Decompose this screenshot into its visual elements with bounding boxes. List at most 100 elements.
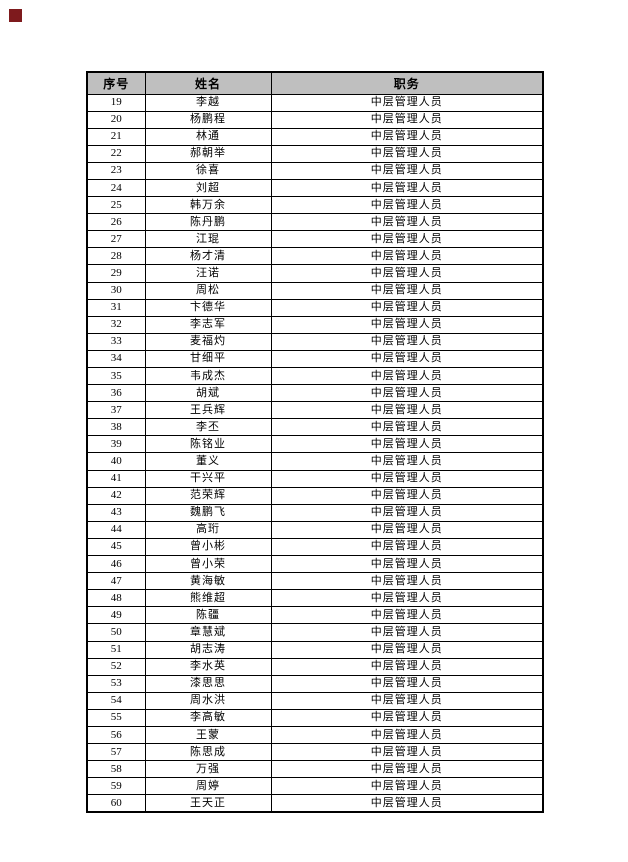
cell-no: 34	[86, 349, 146, 369]
cell-name: 王兵辉	[144, 401, 272, 420]
table-row: 46 曾小荣 中层管理人员	[86, 555, 544, 574]
cell-name: 漆思思	[144, 674, 272, 693]
cell-name: 胡志涛	[144, 640, 272, 659]
cell-name: 郝朝举	[144, 144, 272, 163]
table-row: 30 周松 中层管理人员	[86, 281, 544, 300]
cell-no: 46	[86, 555, 146, 574]
table-row: 19 李越 中层管理人员	[86, 93, 544, 112]
cell-title: 中层管理人员	[270, 674, 544, 693]
cell-no: 29	[86, 264, 146, 283]
table-row: 45 曾小彬 中层管理人员	[86, 537, 544, 557]
table-row: 59 周婷 中层管理人员	[86, 777, 544, 796]
cell-title: 中层管理人员	[270, 486, 544, 505]
cell-no: 55	[86, 708, 146, 727]
cell-no: 28	[86, 247, 146, 266]
cell-name: 高珩	[144, 520, 272, 539]
cell-no: 45	[86, 537, 146, 557]
table-row: 21 林通 中层管理人员	[86, 127, 544, 146]
table-row: 49 陈疆 中层管理人员	[86, 606, 544, 625]
cell-name: 李水英	[144, 657, 272, 676]
cell-no: 58	[86, 760, 146, 779]
cell-title: 中层管理人员	[270, 349, 544, 369]
cell-name: 杨才清	[144, 247, 272, 266]
cell-title: 中层管理人员	[270, 264, 544, 283]
cell-name: 陈丹鹏	[144, 213, 272, 232]
cell-no: 20	[86, 110, 146, 129]
table-row: 47 黄海敏 中层管理人员	[86, 572, 544, 591]
cell-no: 59	[86, 777, 146, 796]
cell-title: 中层管理人员	[270, 281, 544, 300]
header-cell-name: 姓名	[144, 71, 272, 95]
table-row: 58 万强 中层管理人员	[86, 760, 544, 779]
table-row: 53 漆思思 中层管理人员	[86, 674, 544, 693]
cell-no: 57	[86, 743, 146, 762]
cell-name: 周水洪	[144, 691, 272, 710]
cell-title: 中层管理人员	[270, 161, 544, 180]
cell-name: 李丕	[144, 418, 272, 437]
cell-title: 中层管理人员	[270, 657, 544, 676]
cell-no: 27	[86, 230, 146, 249]
table-row: 57 陈思成 中层管理人员	[86, 743, 544, 762]
cell-no: 60	[86, 794, 146, 813]
cell-name: 李越	[144, 93, 272, 112]
table-row: 43 魏鹏飞 中层管理人员	[86, 503, 544, 522]
table-row: 20 杨鹏程 中层管理人员	[86, 110, 544, 129]
cell-name: 韩万余	[144, 196, 272, 215]
header-row: 序号 姓名 职务	[86, 71, 544, 95]
roster-table: 序号 姓名 职务 19 李越 中层管理人员 20 杨鹏程 中层管理人员 21 林通 中层管理人员…	[86, 71, 544, 813]
cell-no: 26	[86, 213, 146, 232]
table-row: 51 胡志涛 中层管理人员	[86, 640, 544, 659]
table-row: 48 熊维超 中层管理人员	[86, 589, 544, 608]
cell-no: 30	[86, 281, 146, 300]
cell-no: 35	[86, 366, 146, 386]
table-row: 38 李丕 中层管理人员	[86, 418, 544, 437]
table-row: 60 王天正 中层管理人员	[86, 794, 544, 813]
cell-no: 53	[86, 674, 146, 693]
cell-title: 中层管理人员	[270, 127, 544, 146]
table-body: 19 李越 中层管理人员 20 杨鹏程 中层管理人员 21 林通 中层管理人员 22 郝朝举 中层管理…	[86, 93, 544, 813]
cell-name: 杨鹏程	[144, 110, 272, 129]
table-row: 41 干兴平 中层管理人员	[86, 469, 544, 488]
cell-no: 23	[86, 161, 146, 180]
cell-no: 50	[86, 623, 146, 642]
cell-name: 江琨	[144, 230, 272, 249]
cell-no: 41	[86, 469, 146, 488]
cell-title: 中层管理人员	[270, 435, 544, 454]
cell-title: 中层管理人员	[270, 452, 544, 471]
cell-name: 周婷	[144, 777, 272, 796]
table-row: 40 董义 中层管理人员	[86, 452, 544, 471]
cell-title: 中层管理人员	[270, 418, 544, 437]
cell-no: 21	[86, 127, 146, 146]
cell-no: 31	[86, 298, 146, 317]
table-row: 34 甘细平 中层管理人员	[86, 349, 544, 369]
table-row: 23 徐喜 中层管理人员	[86, 161, 544, 180]
cell-name: 胡斌	[144, 384, 272, 403]
table-row: 35 韦成杰 中层管理人员	[86, 366, 544, 386]
cell-title: 中层管理人员	[270, 247, 544, 266]
cell-name: 黄海敏	[144, 572, 272, 591]
cell-name: 曾小彬	[144, 537, 272, 557]
cell-title: 中层管理人员	[270, 401, 544, 420]
table-row: 36 胡斌 中层管理人员	[86, 384, 544, 403]
cell-no: 33	[86, 332, 146, 351]
table-row: 54 周水洪 中层管理人员	[86, 691, 544, 710]
table-row: 27 江琨 中层管理人员	[86, 230, 544, 249]
cell-no: 32	[86, 315, 146, 334]
cell-no: 48	[86, 589, 146, 608]
cell-name: 李志军	[144, 315, 272, 334]
cell-title: 中层管理人员	[270, 606, 544, 625]
cell-title: 中层管理人员	[270, 623, 544, 642]
cell-no: 39	[86, 435, 146, 454]
cell-title: 中层管理人员	[270, 230, 544, 249]
table-row: 32 李志军 中层管理人员	[86, 315, 544, 334]
cell-name: 章慧斌	[144, 623, 272, 642]
cell-title: 中层管理人员	[270, 743, 544, 762]
cell-title: 中层管理人员	[270, 555, 544, 574]
cell-name: 曾小荣	[144, 555, 272, 574]
page-corner-marker	[9, 9, 22, 22]
cell-name: 汪诺	[144, 264, 272, 283]
cell-name: 周松	[144, 281, 272, 300]
cell-title: 中层管理人员	[270, 640, 544, 659]
cell-name: 干兴平	[144, 469, 272, 488]
cell-title: 中层管理人员	[270, 384, 544, 403]
